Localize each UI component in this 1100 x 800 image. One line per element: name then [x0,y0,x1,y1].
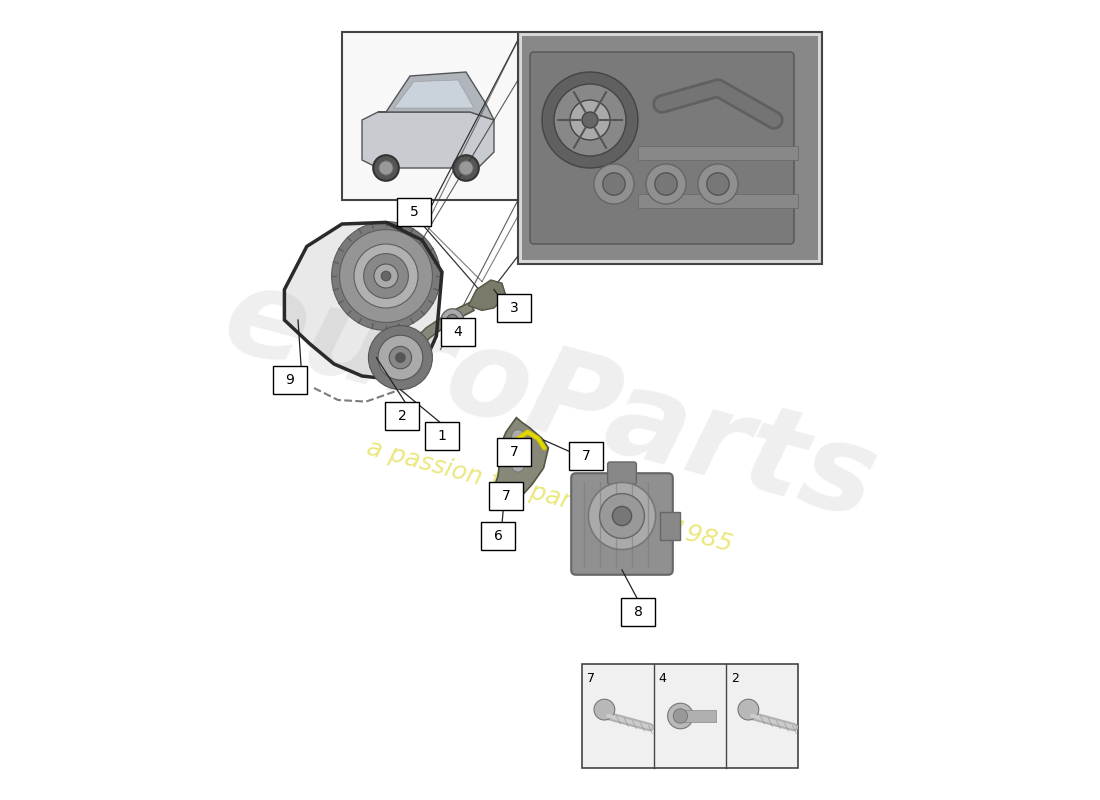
Polygon shape [378,72,494,120]
Circle shape [542,72,638,168]
Circle shape [354,244,418,308]
Text: 6: 6 [494,529,503,543]
Ellipse shape [453,155,478,181]
Circle shape [570,100,611,140]
Text: 9: 9 [286,373,295,387]
Text: 7: 7 [509,445,518,459]
Circle shape [374,264,398,288]
FancyBboxPatch shape [530,52,794,244]
FancyBboxPatch shape [497,438,531,466]
Text: 7: 7 [582,449,591,463]
Text: 3: 3 [509,301,518,315]
Text: 7: 7 [586,672,595,685]
Circle shape [646,164,686,204]
Ellipse shape [459,161,473,175]
Bar [660,512,680,540]
Circle shape [698,164,738,204]
FancyBboxPatch shape [441,318,475,346]
Circle shape [707,173,729,195]
Text: euroParts: euroParts [211,257,889,543]
Circle shape [613,506,631,526]
FancyBboxPatch shape [397,198,431,226]
Text: 4: 4 [453,325,462,339]
Text: 2: 2 [397,409,406,423]
Circle shape [654,173,678,195]
Circle shape [554,84,626,156]
Text: 2: 2 [730,672,739,685]
Polygon shape [469,280,506,310]
Text: 7: 7 [502,489,510,503]
Bar [638,146,798,160]
Ellipse shape [378,161,393,175]
Bar [681,710,716,722]
Polygon shape [406,302,474,358]
Ellipse shape [373,155,399,181]
Circle shape [441,309,463,331]
Circle shape [512,459,525,472]
Polygon shape [394,80,474,108]
FancyBboxPatch shape [497,294,531,322]
Circle shape [588,482,656,550]
Circle shape [673,709,688,723]
FancyBboxPatch shape [385,402,419,430]
Circle shape [389,346,411,369]
Circle shape [738,699,759,720]
FancyBboxPatch shape [481,522,515,550]
FancyBboxPatch shape [569,442,603,470]
Circle shape [396,353,405,362]
Circle shape [382,271,390,281]
Circle shape [331,222,440,330]
Circle shape [378,335,422,380]
Circle shape [600,494,645,538]
Polygon shape [493,418,549,508]
Circle shape [512,443,525,456]
Circle shape [368,326,432,390]
Circle shape [594,164,634,204]
Text: 8: 8 [634,605,642,619]
Polygon shape [285,222,442,380]
Bar [518,32,822,264]
Circle shape [340,230,432,322]
Bar [582,664,797,768]
FancyBboxPatch shape [490,482,522,510]
Text: a passion for parts since 1985: a passion for parts since 1985 [364,435,736,557]
FancyBboxPatch shape [273,366,307,394]
Circle shape [447,314,458,326]
Circle shape [594,699,615,720]
Circle shape [603,173,625,195]
Text: 5: 5 [409,205,418,219]
Text: 4: 4 [659,672,667,685]
FancyBboxPatch shape [571,474,673,574]
Circle shape [582,112,598,128]
Circle shape [668,703,693,729]
Circle shape [512,430,525,442]
Bar [522,36,818,260]
Bar [638,194,798,208]
FancyBboxPatch shape [426,422,459,450]
FancyBboxPatch shape [621,598,654,626]
FancyBboxPatch shape [607,462,637,485]
Circle shape [364,254,408,298]
Polygon shape [362,112,494,168]
Text: 1: 1 [438,429,447,443]
Bar [342,32,518,200]
